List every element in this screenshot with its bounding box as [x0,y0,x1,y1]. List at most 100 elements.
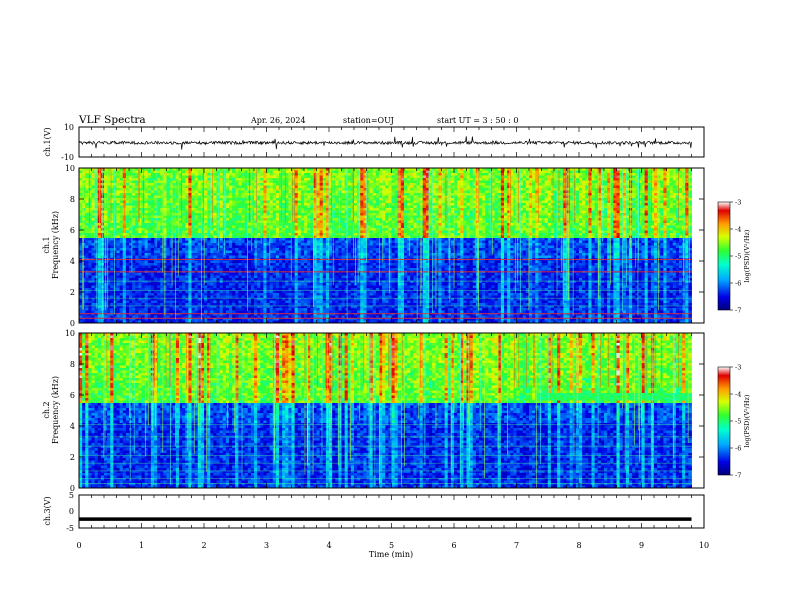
spectrogram-cell [444,168,449,171]
spectrogram-cell [594,188,599,191]
spectrogram-cell [200,178,205,181]
spectrogram-cell [679,188,683,191]
spectrogram-cell [541,183,546,186]
spectrogram-cell [575,173,580,176]
spectrogram-cell [360,195,364,199]
spectrogram-cell [685,200,689,204]
spectrogram-cell [463,215,467,219]
spectrogram-cell [488,193,492,196]
spectrogram-cell [429,185,433,189]
spectrogram-cell [650,173,655,176]
spectrogram-cell [488,183,492,186]
spectrogram-cell [269,208,274,211]
spectrogram-cell [138,180,142,184]
spectrogram-cell [438,220,442,224]
spectrogram-cell [188,208,192,211]
spectrogram-cell [332,218,336,221]
spectrogram-cell [147,228,152,231]
spectrogram-cell [532,198,536,201]
spectrogram-cell [400,220,405,224]
spectrogram-cell [510,215,514,219]
spectrogram-cell [594,198,599,201]
spectrogram-cell [641,180,646,184]
spectrogram-cell [644,195,649,199]
spectrogram-cell [338,173,342,176]
spectrogram-cell [510,170,514,174]
spectrogram-cell [669,200,674,204]
spectrogram-cell [335,208,339,211]
spectrogram-cell [213,203,217,206]
spectrogram-cell [269,200,274,204]
spectrogram-cell [394,190,399,194]
spectrogram-cell [554,175,558,179]
spectrogram-cell [538,190,542,194]
spectrogram-cell [200,188,205,191]
spectrogram-cell [469,168,474,171]
spectrogram-cell [144,188,149,191]
spectrogram-cell [88,210,92,214]
spectrogram-cell [272,218,277,221]
spectrogram-cell [235,225,239,229]
spectrogram-cell [457,195,461,199]
spectrogram-cell [588,198,592,201]
spectrogram-cell [269,190,274,194]
spectrogram-cell [310,170,314,174]
spectrogram-cell [204,230,208,234]
spectrogram-cell [172,173,177,176]
spectrogram-cell [460,200,464,204]
spectrogram-cell [569,173,574,176]
spectrogram-cell [519,220,524,224]
spectrogram-cell [232,225,236,229]
spectrogram-cell [169,183,174,186]
spectrogram-cell [125,183,130,186]
spectrogram-cell [616,203,621,206]
spectrogram-cell [641,178,646,181]
spectrogram-cell [319,228,324,231]
spectrogram-cell [532,200,536,204]
spectrogram-cell [85,183,89,186]
spectrogram-cell [341,180,346,184]
spectrogram-cell [244,180,249,184]
spectrogram-cell [185,193,189,196]
spectrogram-cell [369,205,374,209]
spectrogram-cell [135,200,139,204]
spectrogram-cell [391,185,396,189]
spectrogram-cell [588,200,592,204]
spectrogram-cell [307,223,311,226]
spectrogram-cell [300,210,305,214]
spectrogram-cell [129,218,133,221]
spectrogram-cell [360,190,364,194]
spectrogram-cell [504,210,508,214]
spectrogram-cell [150,183,155,186]
spectrogram-cell [663,183,667,186]
spectrogram-cell [285,213,289,216]
spectrogram-cell [300,173,305,176]
spectrogram-cell [507,183,511,186]
spectrogram-cell [500,218,505,221]
spectrogram-cell [304,215,308,219]
spectrogram-cell [141,213,146,216]
spectrogram-cell [257,170,261,174]
spectrogram-cell [616,228,621,231]
spectrogram-cell [588,185,592,189]
spectrogram-cell [394,228,399,231]
spectrogram-cell [435,220,439,224]
spectrogram-cell [204,210,208,214]
spectrogram-cell [466,193,471,196]
spectrogram-cell [485,183,489,186]
spectrogram-cell [622,180,627,184]
spectrogram-cell [341,190,346,194]
spectrogram-cell [529,170,533,174]
spectrogram-cell [541,195,546,199]
spectrogram-cell [504,218,508,221]
spectrogram-cell [107,230,111,234]
spectrogram-cell [335,220,339,224]
spectrogram-cell [129,193,133,196]
spectrogram-cell [116,190,121,194]
spectrogram-cell [494,188,499,191]
spectrogram-cell [394,178,399,181]
spectrogram-cell [135,170,139,174]
spectrogram-cell [294,228,299,231]
spectrogram-cell [485,198,489,201]
spectrogram-cell [341,200,346,204]
